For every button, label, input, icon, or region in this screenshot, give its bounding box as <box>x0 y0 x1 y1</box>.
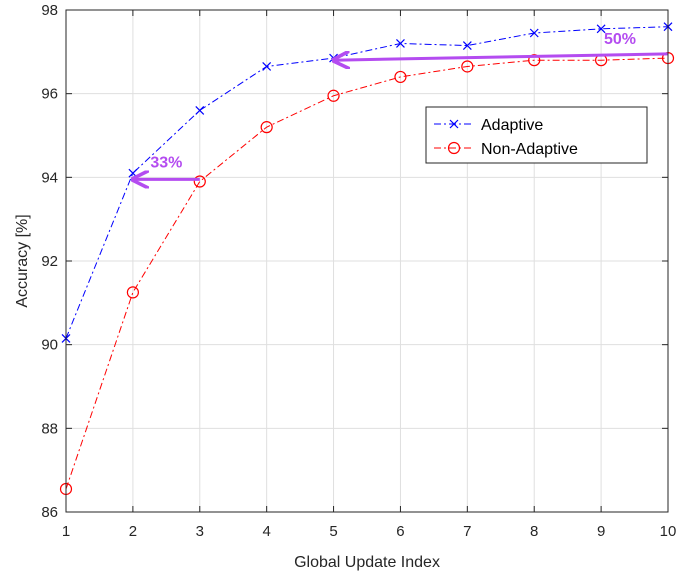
data-point-non-adaptive <box>327 89 340 102</box>
annotation-layer: 33% 50% <box>133 31 669 180</box>
legend-label-adaptive: Adaptive <box>481 117 543 134</box>
legend-marker-adaptive <box>449 119 459 129</box>
x-tick-label: 5 <box>329 523 337 540</box>
data-point-non-adaptive <box>126 286 139 299</box>
x-tick-label: 1 <box>62 523 70 540</box>
x-tick-label: 9 <box>597 523 605 540</box>
tick-labels: 1 2 3 4 5 6 7 8 9 10 86 88 90 92 94 96 98 <box>41 2 676 540</box>
data-point-adaptive <box>462 41 472 50</box>
x-tick-label: 7 <box>463 523 471 540</box>
data-point-non-adaptive <box>193 175 206 188</box>
data-point-non-adaptive <box>528 54 541 67</box>
data-point-adaptive <box>529 28 539 38</box>
series-line-non-adaptive <box>65 57 669 490</box>
annotation-arrow <box>334 54 669 60</box>
y-tick-label: 94 <box>41 169 58 186</box>
legend-label-non-adaptive: Non-Adaptive <box>481 141 578 158</box>
y-tick-label: 92 <box>41 253 58 270</box>
data-point-adaptive <box>195 105 205 115</box>
x-tick-label: 4 <box>262 523 270 540</box>
legend-box <box>425 106 648 164</box>
data-point-adaptive <box>262 62 272 71</box>
y-tick-label: 90 <box>41 337 58 354</box>
y-tick-label: 96 <box>41 86 58 103</box>
series-line-adaptive <box>65 26 669 339</box>
x-tick-label: 3 <box>196 523 204 540</box>
legend-marker-non-adaptive <box>447 141 461 155</box>
y-tick-label: 88 <box>41 420 58 437</box>
x-tick-label: 10 <box>660 523 677 540</box>
annotation-label: 33% <box>150 154 182 171</box>
x-tick-label: 8 <box>530 523 538 540</box>
data-point-adaptive <box>596 24 606 34</box>
y-tick-label: 98 <box>41 2 58 19</box>
legend: Adaptive Non-Adaptive <box>425 106 648 164</box>
x-axis-label: Global Update Index <box>294 554 440 571</box>
x-tick-label: 2 <box>129 523 137 540</box>
data-point-non-adaptive <box>461 60 474 73</box>
x-tick-label: 6 <box>396 523 404 540</box>
y-tick-label: 86 <box>41 504 58 521</box>
annotation-label: 50% <box>604 31 636 48</box>
data-point-non-adaptive <box>394 70 407 84</box>
data-point-adaptive <box>396 39 405 48</box>
data-point-non-adaptive <box>260 121 273 134</box>
y-axis-label: Accuracy [%] <box>14 214 31 307</box>
